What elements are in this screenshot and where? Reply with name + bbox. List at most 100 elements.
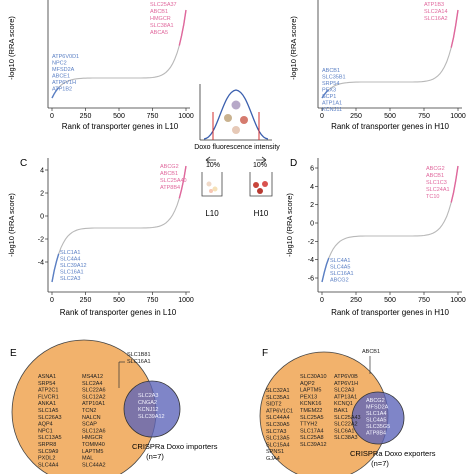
venn-f-gene: SLC15A4 [266, 442, 290, 448]
y-tick-label: -2 [308, 239, 314, 246]
schematic-xlabel: Doxo fluorescence intensity [194, 144, 280, 151]
top-gene-label: ATP8B4 [160, 185, 180, 191]
x-tick-label: 1000 [178, 113, 194, 120]
x-tick-label: 1000 [450, 297, 466, 304]
venn-e-gene: LAPTM5 [82, 449, 103, 455]
panel-f-label: F [262, 348, 268, 359]
venn-f-gene: PEX13 [300, 394, 317, 400]
venn-f-gene: SLC2A3 [334, 388, 355, 394]
panel-a-curve [51, 9, 187, 99]
bottom-gene-label: SCP1 [322, 94, 336, 100]
doxo-schematic: Doxo fluorescence intensity 10% 10% L10 … [194, 84, 280, 218]
left-arrow-icon [205, 156, 216, 164]
left-tube-label: L10 [205, 209, 219, 218]
top-gene-label: ABCB1 [150, 9, 168, 15]
panel-a-ylabel: -log10 (RRA score) [7, 16, 16, 80]
x-tick-label: 750 [147, 113, 159, 120]
venn-e-small-circle [123, 380, 181, 438]
venn-e-gene: SLC13A5 [38, 435, 62, 441]
y-tick-label: 6 [310, 166, 314, 173]
top-gene-label: ABCA5 [150, 30, 168, 36]
bottom-hits-curve [321, 89, 330, 99]
right-percent: 10% [253, 162, 267, 169]
bottom-gene-label: SRP54 [322, 81, 339, 87]
top-gene-label: HMGCR [150, 16, 171, 22]
y-tick-label: 2 [310, 202, 314, 209]
bottom-hits-curve [321, 257, 330, 283]
y-tick-label: 0 [40, 214, 44, 221]
panel-d-curve [321, 165, 459, 283]
top-gene-label: SLC38A1 [150, 23, 174, 29]
x-tick-label: 500 [384, 113, 396, 120]
x-tick-label: 250 [80, 113, 92, 120]
venn-f-gene: SLC44A4 [266, 415, 290, 421]
x-tick-label: 500 [113, 297, 125, 304]
bottom-gene-label: SLC4A4 [60, 257, 81, 263]
venn-f-gene: ATP6V1H [334, 381, 358, 387]
venn-e-gene: SLC2A4 [82, 381, 103, 387]
panel-a-xlabel: Rank of transporter genes in L10 [62, 122, 179, 131]
top-gene-label: SLC16A2 [424, 16, 448, 22]
x-tick-label: 0 [50, 297, 54, 304]
bottom-hits-curve [51, 253, 60, 283]
venn-f-gene: SLC30A10 [300, 374, 327, 380]
venn-f-gene: KCNK16 [300, 401, 321, 407]
cell-dot [232, 126, 240, 134]
venn-f-caption: CRISPRa Doxo exporters [350, 449, 436, 458]
cell-dot [257, 188, 263, 194]
panel-c-curve [51, 165, 187, 283]
cell-dot [224, 114, 232, 122]
bottom-gene-label: MFSD2A [52, 67, 75, 73]
bottom-gene-label: ATP1B2 [52, 87, 72, 93]
venn-e-gene: SLC9A9 [38, 449, 59, 455]
bottom-gene-label: SLC4A1 [330, 258, 351, 264]
venn-e-count: (n=7) [146, 452, 164, 461]
venn-e-overlap-gene: CNGA2 [138, 400, 157, 406]
venn-e-gene: SLC26A3 [38, 415, 62, 421]
panel-d-xlabel: Rank of transporter genes in H10 [331, 308, 449, 317]
x-tick-label: 250 [350, 113, 362, 120]
bottom-gene-label: SLC16A1 [60, 270, 84, 276]
venn-f-gene: SLC25A5 [300, 415, 324, 421]
bottom-gene-label: ABCE1 [52, 74, 70, 80]
y-tick-label: -2 [38, 237, 44, 244]
bottom-gene-label: KCNJ11 [322, 107, 342, 113]
top-hits-curve [450, 9, 459, 48]
venn-f-gene: SLC13A5 [266, 436, 290, 442]
venn-e-overlap-gene: SLC39A12 [138, 414, 165, 420]
panel-c: C 0 250 500 750 1000 4 2 0 -2 -4 -log10 (RRA scor… [7, 158, 194, 317]
top-gene-label: SLC24A1 [426, 187, 450, 193]
left-percent: 10% [206, 162, 220, 169]
right-arrow-icon [256, 156, 267, 164]
panel-b-curve [321, 9, 459, 99]
venn-f-gene: KCNQ1 [334, 401, 353, 407]
x-tick-label: 500 [384, 297, 396, 304]
venn-e-gene: SLC44A2 [82, 462, 106, 468]
venn-f-gene: SLC25A8 [300, 435, 324, 441]
venn-f-gene: SLC22A2 [334, 422, 358, 428]
venn-f-overlap-gene: ABCG2 [366, 398, 385, 404]
venn-e-gene: TCN2 [82, 408, 96, 414]
panel-d-ylabel: -log10 (RRA score) [285, 193, 294, 257]
venn-e-gene: MAL [82, 456, 93, 462]
x-tick-label: 750 [418, 113, 430, 120]
bottom-hits-curve [51, 87, 60, 99]
bottom-gene-label: SLC2A3 [60, 276, 81, 282]
cell-dot [212, 186, 218, 192]
cell-dot [253, 182, 259, 188]
venn-f-count: (n=7) [371, 459, 389, 468]
top-gene-label: SLC1C3 [426, 180, 447, 186]
venn-e-top-gene: SLC16A1 [127, 359, 151, 365]
bottom-gene-label: SLC1A1 [60, 250, 81, 256]
panel-d: D 0 250 500 750 1000 6 4 2 0 -2 -4 -6 -log10 (RRA s… [285, 158, 466, 317]
distribution-curve [203, 89, 269, 140]
bottom-gene-label: ABCB1 [322, 68, 340, 74]
top-hits-curve [178, 9, 187, 46]
venn-f-gene: SLC17A4 [300, 428, 324, 434]
cell-dot [262, 181, 268, 187]
cell-dot [231, 100, 241, 110]
right-tube [249, 172, 273, 197]
x-tick-label: 0 [50, 113, 54, 120]
venn-f-overlap-gene: MFSD2A [366, 405, 389, 411]
left-tube [201, 172, 223, 197]
